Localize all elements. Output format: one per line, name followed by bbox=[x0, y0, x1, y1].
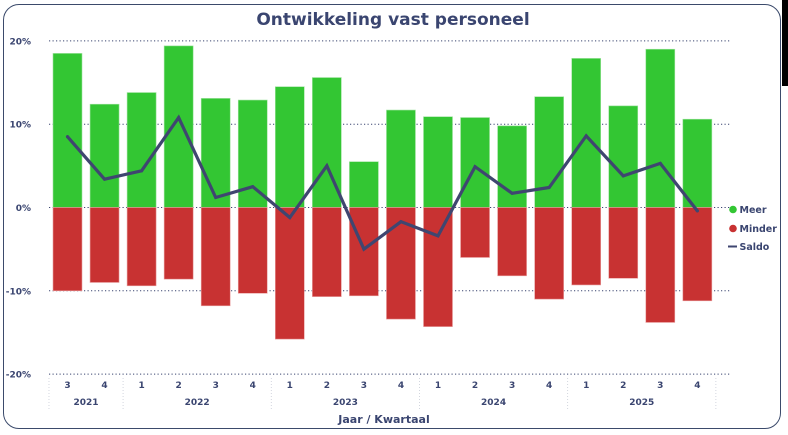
x-tick-label: 2 bbox=[620, 381, 626, 391]
x-tick-label: 2 bbox=[472, 381, 478, 391]
series-meer bbox=[52, 45, 713, 208]
bar-minder[interactable] bbox=[312, 207, 342, 297]
bar-meer[interactable] bbox=[460, 117, 490, 208]
series-saldo bbox=[65, 114, 699, 252]
bar-meer[interactable] bbox=[200, 98, 231, 208]
x-tick-label: 4 bbox=[694, 381, 700, 391]
x-tick-label: 4 bbox=[250, 381, 256, 391]
point-saldo[interactable] bbox=[177, 116, 181, 120]
point-saldo[interactable] bbox=[621, 174, 625, 178]
x-tick-label: 4 bbox=[546, 381, 552, 391]
x-tick-label: 1 bbox=[435, 381, 441, 391]
y-tick-label: 20% bbox=[9, 37, 31, 47]
bar-meer[interactable] bbox=[682, 118, 713, 208]
bar-minder[interactable] bbox=[423, 207, 453, 327]
bar-minder[interactable] bbox=[126, 207, 157, 287]
year-label: 2025 bbox=[629, 398, 654, 408]
line-saldo[interactable] bbox=[65, 114, 699, 252]
point-saldo[interactable] bbox=[584, 134, 588, 138]
legend-label[interactable]: Minder bbox=[740, 224, 778, 235]
bar-meer[interactable] bbox=[274, 86, 305, 208]
bar-minder[interactable] bbox=[52, 207, 83, 292]
point-saldo[interactable] bbox=[695, 209, 699, 213]
x-tick-label: 1 bbox=[583, 381, 589, 391]
year-label: 2024 bbox=[481, 398, 506, 408]
chart-title: Ontwikkeling vast personeel bbox=[256, 10, 529, 30]
point-saldo[interactable] bbox=[547, 186, 551, 190]
bar-minder[interactable] bbox=[89, 207, 120, 283]
y-axis: 20% 10% 0% -10% -20% bbox=[6, 37, 31, 380]
point-saldo[interactable] bbox=[399, 220, 403, 224]
bar-minder[interactable] bbox=[497, 207, 527, 277]
bar-meer[interactable] bbox=[645, 48, 676, 208]
bar-minder[interactable] bbox=[200, 207, 231, 307]
x-axis-label: Jaar / Kwartaal bbox=[337, 413, 429, 426]
x-tick-label: 3 bbox=[509, 381, 515, 391]
point-saldo[interactable] bbox=[214, 196, 218, 200]
x-tick-label: 4 bbox=[101, 381, 107, 391]
x-tick-label: 1 bbox=[138, 381, 144, 391]
legend-dot-icon bbox=[729, 205, 737, 214]
legend: Meer Minder Saldo bbox=[728, 205, 777, 253]
point-saldo[interactable] bbox=[66, 135, 69, 139]
bar-meer[interactable] bbox=[237, 99, 268, 208]
bar-meer[interactable] bbox=[89, 103, 120, 208]
point-saldo[interactable] bbox=[288, 215, 292, 219]
bar-meer[interactable] bbox=[126, 92, 157, 208]
legend-label[interactable]: Meer bbox=[740, 205, 767, 216]
bar-meer[interactable] bbox=[52, 53, 83, 208]
series-minder bbox=[52, 207, 713, 340]
bar-meer[interactable] bbox=[423, 116, 453, 208]
bar-meer[interactable] bbox=[349, 161, 379, 208]
x-tick-label: 4 bbox=[398, 381, 404, 391]
x-tick-label: 3 bbox=[64, 381, 70, 391]
point-saldo[interactable] bbox=[140, 169, 144, 173]
legend-label[interactable]: Saldo bbox=[740, 242, 770, 253]
bar-meer[interactable] bbox=[386, 109, 416, 208]
bar-minder[interactable] bbox=[460, 207, 490, 258]
bar-minder[interactable] bbox=[682, 207, 713, 302]
bar-minder[interactable] bbox=[163, 207, 194, 280]
bar-meer[interactable] bbox=[571, 58, 602, 208]
x-tick-label: 2 bbox=[324, 381, 330, 391]
legend-dot-icon bbox=[729, 224, 737, 233]
point-saldo[interactable] bbox=[473, 165, 477, 169]
bar-meer[interactable] bbox=[534, 96, 564, 208]
bar-minder[interactable] bbox=[608, 207, 639, 279]
year-label: 2021 bbox=[73, 398, 98, 408]
y-tick-label: -10% bbox=[6, 287, 31, 297]
bar-meer[interactable] bbox=[608, 105, 639, 208]
x-tick-label: 1 bbox=[287, 381, 293, 391]
y-tick-label: 0% bbox=[16, 204, 31, 214]
y-tick-label: 10% bbox=[9, 121, 31, 131]
bar-minder[interactable] bbox=[274, 207, 305, 340]
bar-meer[interactable] bbox=[163, 45, 194, 208]
bar-minder[interactable] bbox=[349, 207, 379, 297]
year-label: 2022 bbox=[185, 398, 210, 408]
point-saldo[interactable] bbox=[103, 177, 107, 181]
point-saldo[interactable] bbox=[436, 234, 440, 238]
y-tick-label: -20% bbox=[6, 371, 31, 381]
point-saldo[interactable] bbox=[362, 247, 366, 251]
bar-minder[interactable] bbox=[645, 207, 676, 323]
point-saldo[interactable] bbox=[510, 191, 514, 195]
point-saldo[interactable] bbox=[658, 161, 662, 165]
year-label: 2023 bbox=[333, 398, 358, 408]
scrollbar[interactable] bbox=[782, 0, 788, 86]
bar-minder[interactable] bbox=[237, 207, 268, 294]
x-tick-label: 3 bbox=[361, 381, 367, 391]
x-tick-label: 2 bbox=[176, 381, 182, 391]
x-tick-label: 3 bbox=[657, 381, 663, 391]
bar-minder[interactable] bbox=[534, 207, 564, 300]
x-tick-label: 3 bbox=[213, 381, 219, 391]
point-saldo[interactable] bbox=[251, 185, 255, 189]
bar-minder[interactable] bbox=[571, 207, 602, 286]
bar-meer[interactable] bbox=[497, 125, 527, 208]
point-saldo[interactable] bbox=[325, 164, 329, 168]
